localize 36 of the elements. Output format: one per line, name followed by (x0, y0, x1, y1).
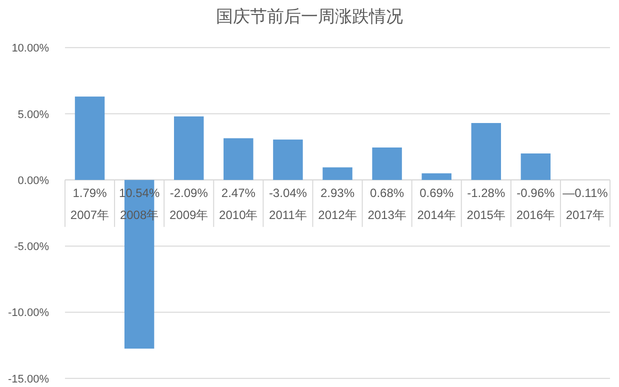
x-tick-label: 2011年 (269, 208, 307, 222)
x-tick-label: 2010年 (219, 208, 258, 222)
x-tick-label: 2007年 (70, 208, 110, 222)
x-tick-label: 2012年 (318, 208, 357, 222)
x-tick-label: 2009年 (170, 208, 208, 222)
x-tick-label: 2016年 (516, 208, 556, 222)
y-tick-label: -15.00% (8, 373, 50, 386)
annotation: 0.68% (370, 186, 404, 200)
bar (322, 167, 352, 180)
bar (224, 138, 254, 180)
annotation: 2.93% (320, 186, 355, 200)
bar (520, 153, 551, 180)
y-tick-label: 5.00% (18, 108, 50, 121)
annotation: -3.04% (268, 186, 308, 200)
x-tick-label: 2013年 (368, 208, 406, 222)
bar (273, 140, 303, 180)
y-tick-label: 0.00% (18, 174, 50, 187)
x-tick-label: 2017年 (566, 208, 605, 222)
y-tick-label: -10.00% (8, 307, 50, 320)
annotation: -2.09% (170, 186, 208, 200)
y-tick-label: 10.00% (12, 42, 50, 55)
bar (74, 96, 105, 180)
bar (174, 116, 204, 180)
bar (471, 123, 501, 180)
x-tick-label: 2014年 (417, 208, 456, 222)
annotation: -0.96% (516, 186, 556, 200)
annotation: —0.11% (562, 186, 608, 200)
bar (422, 173, 452, 180)
x-tick-label: 2015年 (466, 208, 506, 222)
annotation: 1.79% (72, 186, 108, 200)
annotation: -1.28% (467, 186, 506, 200)
annotation: 0.69% (420, 186, 454, 200)
annotation: 2.47% (221, 186, 256, 200)
y-tick-label: -5.00% (14, 241, 50, 254)
chart-title: 国庆节前后一周涨跌情况 (216, 7, 403, 26)
bar (372, 148, 402, 180)
